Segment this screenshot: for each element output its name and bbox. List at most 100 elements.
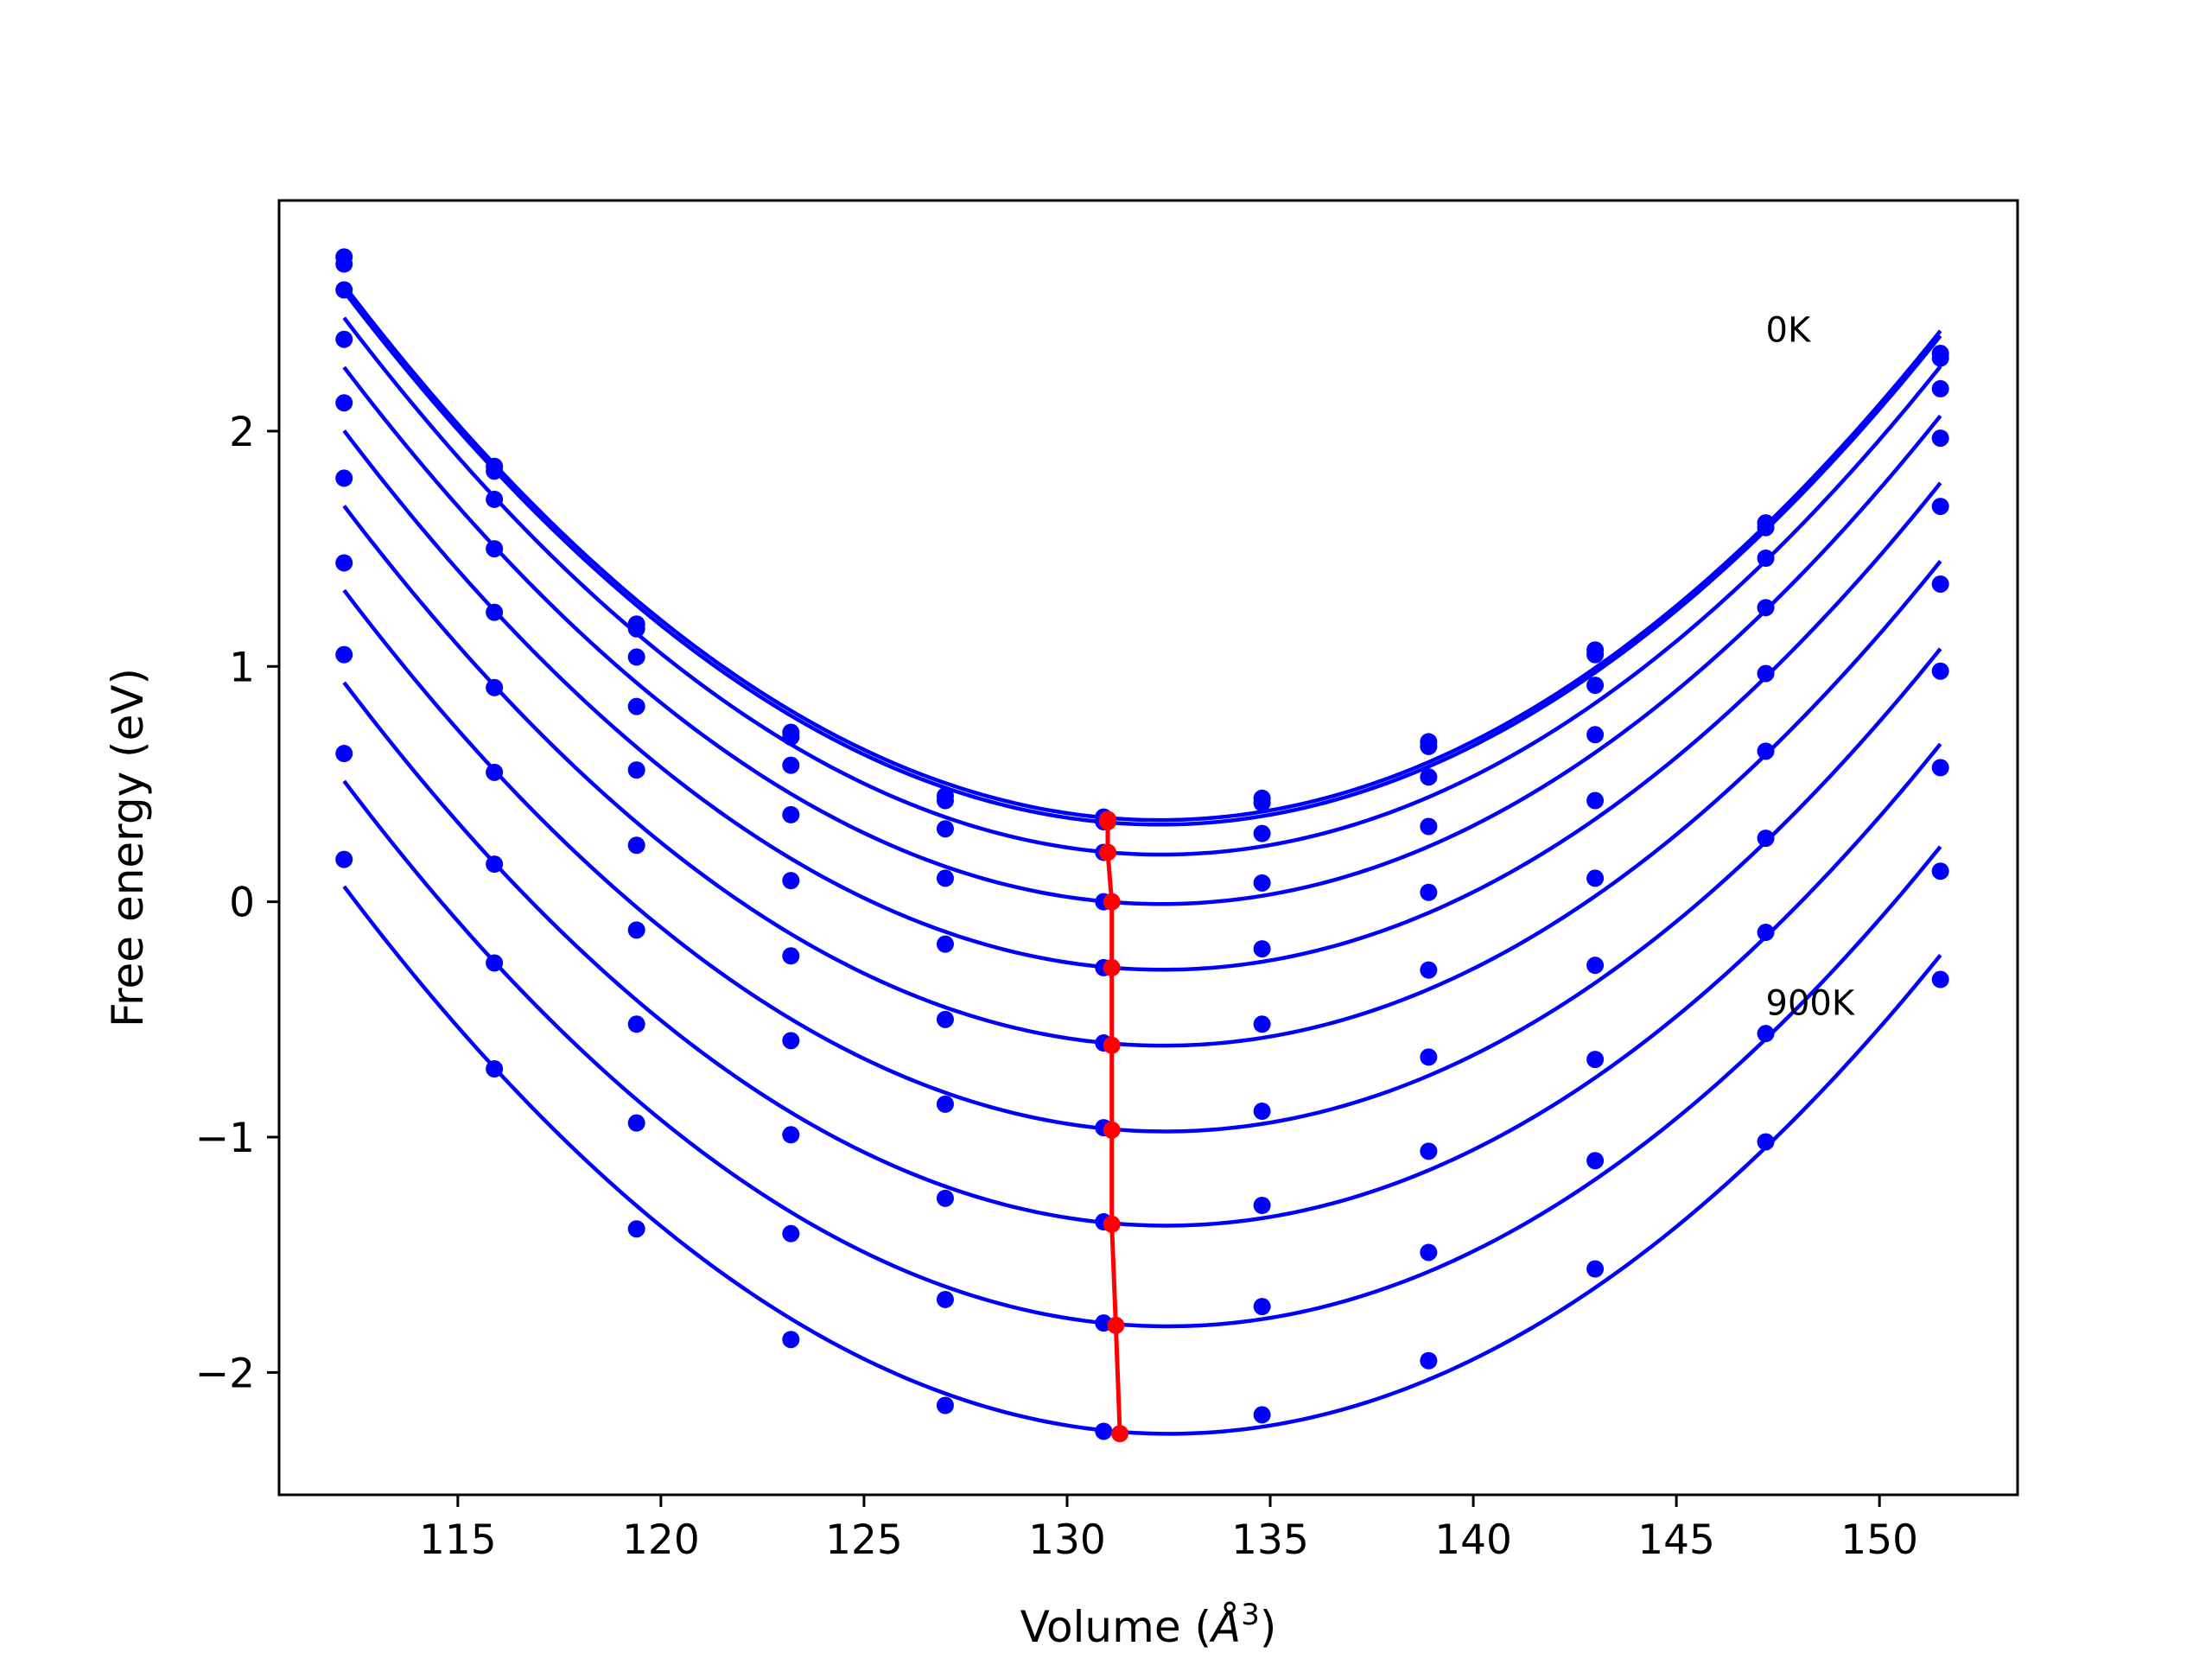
data-point <box>1586 726 1605 744</box>
series-curve-5 <box>342 505 1942 1048</box>
data-point <box>1420 961 1438 979</box>
data-point <box>627 1220 645 1238</box>
x-tick-label: 115 <box>419 1516 497 1564</box>
data-point <box>782 1224 800 1243</box>
minimum-point <box>1103 1036 1121 1054</box>
minimum-point <box>1103 1215 1121 1233</box>
data-point <box>1253 1406 1271 1424</box>
data-point <box>1420 1048 1438 1066</box>
data-point <box>1420 817 1438 836</box>
data-point <box>1931 349 1949 367</box>
data-point <box>1253 1196 1271 1214</box>
data-point <box>486 490 504 508</box>
data-point <box>1253 794 1271 812</box>
data-point <box>1757 742 1775 760</box>
data-point <box>1586 677 1605 695</box>
data-point <box>627 836 645 855</box>
data-point <box>1420 883 1438 901</box>
data-point <box>1420 1351 1438 1370</box>
x-tick-label: 140 <box>1434 1516 1512 1564</box>
data-point <box>1253 940 1271 958</box>
data-point <box>1931 970 1949 988</box>
data-point <box>782 756 800 774</box>
data-point <box>936 1290 954 1308</box>
data-point <box>486 855 504 874</box>
data-point <box>1420 737 1438 755</box>
x-tick-label: 145 <box>1637 1516 1715 1564</box>
data-point <box>1253 1015 1271 1033</box>
data-point <box>335 330 353 348</box>
data-point <box>486 954 504 972</box>
data-point <box>1757 664 1775 683</box>
data-point <box>335 394 353 412</box>
data-point <box>1931 498 1949 516</box>
x-axis-ticks: 115 120 125 130 135 140 145 150 <box>419 1495 1918 1564</box>
data-point <box>335 255 353 273</box>
minimum-point <box>1111 1425 1129 1443</box>
minimum-point <box>1103 893 1121 911</box>
data-point <box>1420 1142 1438 1160</box>
data-point <box>1757 830 1775 848</box>
data-point <box>1420 768 1438 786</box>
data-point <box>335 469 353 487</box>
data-point <box>782 1126 800 1144</box>
data-point <box>335 645 353 664</box>
data-point <box>335 850 353 868</box>
data-point <box>1757 549 1775 567</box>
data-point <box>1586 791 1605 810</box>
data-point <box>936 791 954 810</box>
temperature-label: 0K <box>1766 310 1812 350</box>
data-point <box>1757 1133 1775 1151</box>
data-point <box>627 697 645 715</box>
minimum-point <box>1103 958 1121 976</box>
data-point <box>936 1095 954 1113</box>
data-point <box>1253 874 1271 892</box>
y-tick-label: −1 <box>195 1115 255 1162</box>
data-point <box>486 540 504 558</box>
data-point <box>1931 662 1949 680</box>
data-point <box>627 921 645 939</box>
data-point <box>335 281 353 299</box>
minimum-point <box>1107 1316 1125 1334</box>
y-tick-label: 1 <box>229 644 255 691</box>
data-point <box>1931 379 1949 397</box>
y-tick-label: 2 <box>229 409 255 456</box>
data-point <box>335 745 353 763</box>
data-point <box>1253 1103 1271 1121</box>
data-point <box>1586 957 1605 975</box>
x-tick-label: 120 <box>622 1516 700 1564</box>
data-point <box>782 1331 800 1349</box>
temperature-annotations: 0K 900K <box>1766 310 1856 1023</box>
data-point <box>335 554 353 572</box>
data-point <box>936 935 954 953</box>
minimum-point <box>1103 1121 1121 1139</box>
data-point <box>1931 429 1949 448</box>
minima-path <box>1105 819 1122 1434</box>
data-point <box>1757 924 1775 942</box>
data-point <box>1757 518 1775 537</box>
data-point <box>627 620 645 638</box>
x-tick-label: 150 <box>1840 1516 1918 1564</box>
series-curve-9 <box>342 885 1942 1436</box>
data-point <box>782 805 800 823</box>
temperature-label: 900K <box>1766 983 1856 1023</box>
series-curve-6 <box>342 588 1942 1134</box>
data-point <box>1586 1051 1605 1069</box>
data-point <box>1757 599 1775 617</box>
minimum-point <box>1098 843 1116 861</box>
data-point <box>1586 1152 1605 1170</box>
data-point <box>486 1060 504 1078</box>
data-point <box>627 1114 645 1132</box>
series-curve-4 <box>342 429 1942 972</box>
data-point <box>1095 1422 1113 1440</box>
data-point <box>1586 869 1605 887</box>
y-axis-label: Free energy (eV) <box>103 668 153 1027</box>
data-point <box>627 761 645 779</box>
x-tick-label: 130 <box>1028 1516 1106 1564</box>
series-curve-7 <box>342 681 1942 1228</box>
series-curve-1 <box>342 289 1942 827</box>
data-point <box>936 1189 954 1207</box>
data-point <box>782 728 800 746</box>
data-point <box>486 603 504 621</box>
series-curve-0 <box>342 283 1942 823</box>
